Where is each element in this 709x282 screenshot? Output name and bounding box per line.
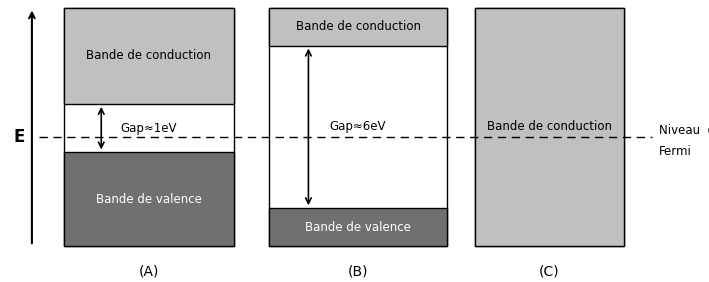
Text: (B): (B) [348,265,368,279]
Bar [269,208,447,246]
Text: (A): (A) [139,265,159,279]
Text: Gap≈1eV: Gap≈1eV [121,122,177,135]
Text: Bande de conduction: Bande de conduction [296,20,420,33]
Bar [64,152,234,246]
Text: Niveau  de: Niveau de [659,124,709,137]
Bar [475,8,624,246]
Text: Fermi: Fermi [659,144,692,158]
Text: Bande de valence: Bande de valence [96,193,202,206]
Text: Gap≈6eV: Gap≈6eV [330,120,386,133]
Text: Bande de conduction: Bande de conduction [487,120,612,133]
Text: (C): (C) [539,265,560,279]
Bar [269,8,447,246]
Bar [64,8,234,246]
Text: E: E [13,128,25,146]
Text: Bande de valence: Bande de valence [305,221,411,234]
Bar [269,8,447,46]
Bar [64,8,234,104]
Text: Bande de conduction: Bande de conduction [86,49,211,62]
Bar [475,8,624,246]
